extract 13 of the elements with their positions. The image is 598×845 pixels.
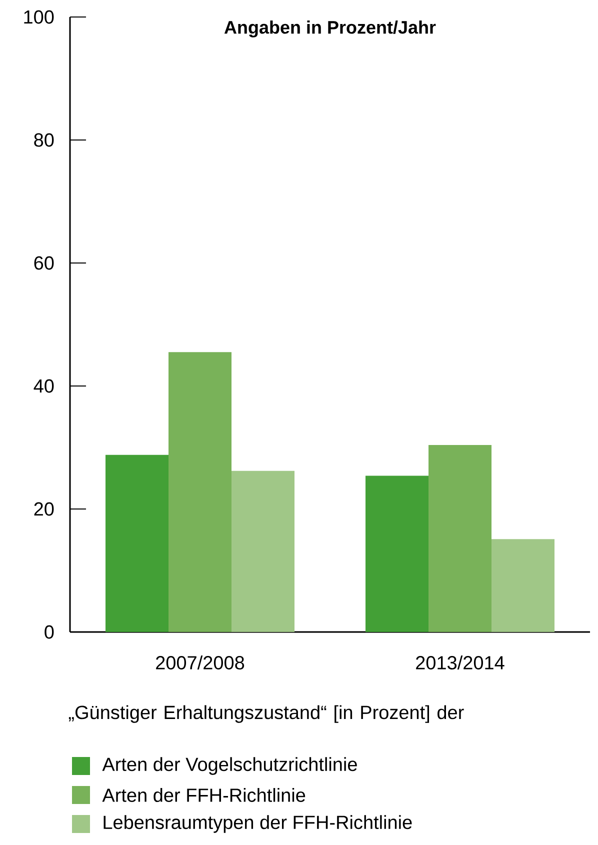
legend-title: „Günstiger Erhaltungszustand“ [in Prozent] der (68, 705, 464, 723)
x-tick-label: 2007/2008 (156, 656, 244, 670)
legend-label: Arten der FFH-Richtlinie (102, 788, 306, 802)
x-tick-label: 2013/2014 (416, 656, 504, 670)
legend-label: Arten der Vogelschutzrichtlinie (102, 757, 357, 775)
y-tick-label: 20 (34, 502, 54, 516)
chart-title: Angaben in Prozent/Jahr (224, 20, 436, 38)
y-tick-label: 80 (34, 133, 54, 147)
y-tick-label: 0 (44, 625, 54, 639)
y-tick-label: 40 (34, 379, 54, 393)
legend-label: Lebensraumtypen der FFH-Richtlinie (104, 815, 412, 833)
y-tick-label: 60 (34, 256, 54, 270)
y-tick-label: 100 (24, 10, 54, 24)
